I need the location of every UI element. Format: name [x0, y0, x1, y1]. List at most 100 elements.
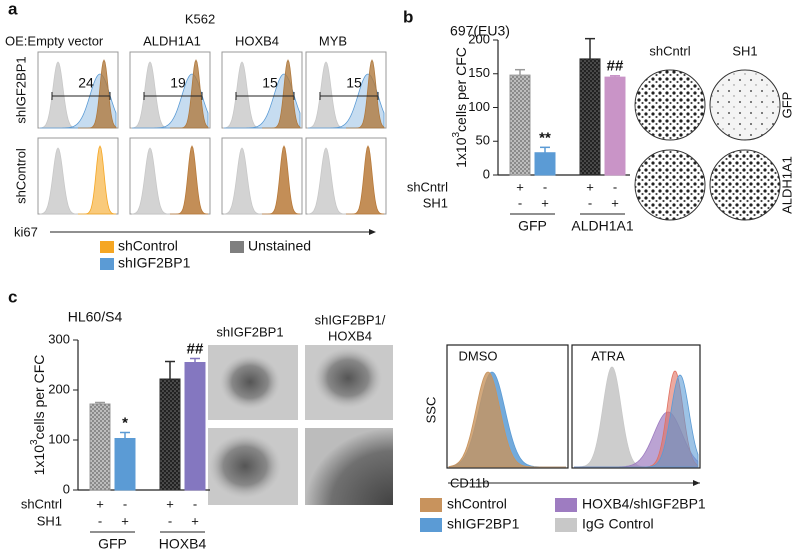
condition-mark: - [518, 195, 522, 210]
column-header: MYB [319, 33, 347, 48]
condition-mark: - [98, 513, 102, 528]
chart-title: 697(EU3) [450, 23, 510, 39]
legend-swatch [555, 498, 577, 512]
histogram-peak [346, 145, 385, 215]
condition-mark: + [611, 195, 619, 210]
legend-label: shIGF2BP1 [118, 255, 191, 271]
flow-plot-frame [571, 344, 701, 469]
significance: ## [187, 340, 204, 357]
condition-mark: + [121, 513, 129, 528]
histogram-peak [170, 59, 209, 129]
condition-label: shCntrl [21, 496, 62, 511]
image-header: shIGF2BP1 [216, 324, 283, 339]
plate [709, 149, 781, 221]
colony-image [314, 348, 382, 408]
y-axis-label-part: 1x10 [453, 137, 469, 168]
y-tick-label: 200 [468, 31, 490, 46]
bar [509, 74, 531, 176]
row-label: GFP [779, 92, 794, 119]
significance: * [122, 414, 128, 431]
axis-label: SSC [423, 397, 438, 424]
bar [604, 76, 626, 176]
y-axis-label-part: 3 [29, 439, 40, 445]
condition-mark: - [123, 496, 127, 511]
y-axis-label: 1x103cells per CFC [29, 355, 47, 476]
y-tick-label: 100 [48, 431, 70, 446]
condition-mark: - [588, 195, 592, 210]
y-axis-label-part: 1x10 [31, 445, 47, 476]
y-axis-label-part: cells per CFC [453, 47, 469, 132]
histogram-peak [78, 145, 117, 215]
y-tick-label: 100 [468, 99, 490, 114]
plate [709, 69, 781, 141]
condition-mark: - [168, 513, 172, 528]
cell-line: K562 [185, 11, 215, 26]
histogram-peak [262, 145, 301, 215]
condition-label: SH1 [423, 195, 448, 210]
content [50, 69, 781, 505]
colony-image [305, 428, 393, 505]
legend-swatch [420, 498, 442, 512]
histogram-peak [346, 59, 385, 129]
percentage: 15 [262, 75, 278, 91]
legend-label: shIGF2BP1 [447, 516, 520, 532]
y-axis-label-part: 3 [451, 132, 462, 138]
legend-label: IgG Control [582, 516, 654, 532]
plate [634, 149, 706, 221]
y-tick-label: 50 [476, 133, 490, 148]
bar [534, 152, 556, 176]
axis-label: ki67 [14, 224, 38, 239]
panel-label: a [8, 0, 18, 18]
legend-swatch [420, 518, 442, 532]
chart-title: HL60/S4 [68, 309, 123, 325]
condition-header: DMSO [459, 348, 498, 363]
condition-header: ATRA [591, 348, 625, 363]
legend-swatch [100, 241, 114, 253]
group-label: GFP [518, 218, 547, 234]
flow-plot-frame [446, 344, 569, 469]
row-label: ALDH1A1 [779, 156, 794, 214]
condition-mark: - [613, 179, 617, 194]
y-axis-label: 1x103cells per CFC [451, 47, 469, 168]
group-label: GFP [98, 536, 127, 552]
column-header: shCntrl [649, 43, 690, 58]
histogram-peak [78, 59, 117, 129]
percentage: 19 [170, 75, 186, 91]
axis-label: CD11b [450, 475, 490, 490]
bar [159, 378, 181, 491]
y-axis-label-part: cells per CFC [31, 355, 47, 440]
group-label: ALDH1A1 [571, 218, 633, 234]
arrow-head [693, 480, 700, 486]
image-header: HOXB4 [328, 328, 372, 343]
arrow-head [369, 229, 376, 235]
condition-mark: - [543, 179, 547, 194]
bar [184, 362, 206, 491]
legend-label: shControl [447, 496, 507, 512]
histogram-peak [262, 59, 301, 129]
image-header: shIGF2BP1/ [315, 312, 386, 327]
y-tick-label: 150 [468, 65, 490, 80]
condition-mark: + [96, 496, 104, 511]
panel-label: c [8, 287, 17, 306]
column-header: OE:Empty vector [5, 33, 104, 48]
condition-label: SH1 [37, 513, 62, 528]
y-tick-label: 200 [48, 381, 70, 396]
legend-swatch [230, 241, 244, 253]
percentage: 24 [78, 75, 94, 91]
condition-mark: - [193, 496, 197, 511]
bar [89, 403, 111, 491]
column-header: SH1 [732, 43, 757, 58]
legend-label: Unstained [248, 238, 311, 254]
colony-image [220, 355, 280, 409]
condition-mark: + [516, 179, 524, 194]
histogram-peak [170, 145, 209, 215]
bar [579, 58, 601, 176]
legend-label: shControl [118, 238, 178, 254]
column-header: HOXB4 [235, 33, 279, 48]
legend-swatch [555, 518, 577, 532]
plate [634, 69, 706, 141]
condition-mark: + [191, 513, 199, 528]
row-label: shIGF2BP1 [13, 56, 28, 123]
legend-swatch [100, 258, 114, 270]
